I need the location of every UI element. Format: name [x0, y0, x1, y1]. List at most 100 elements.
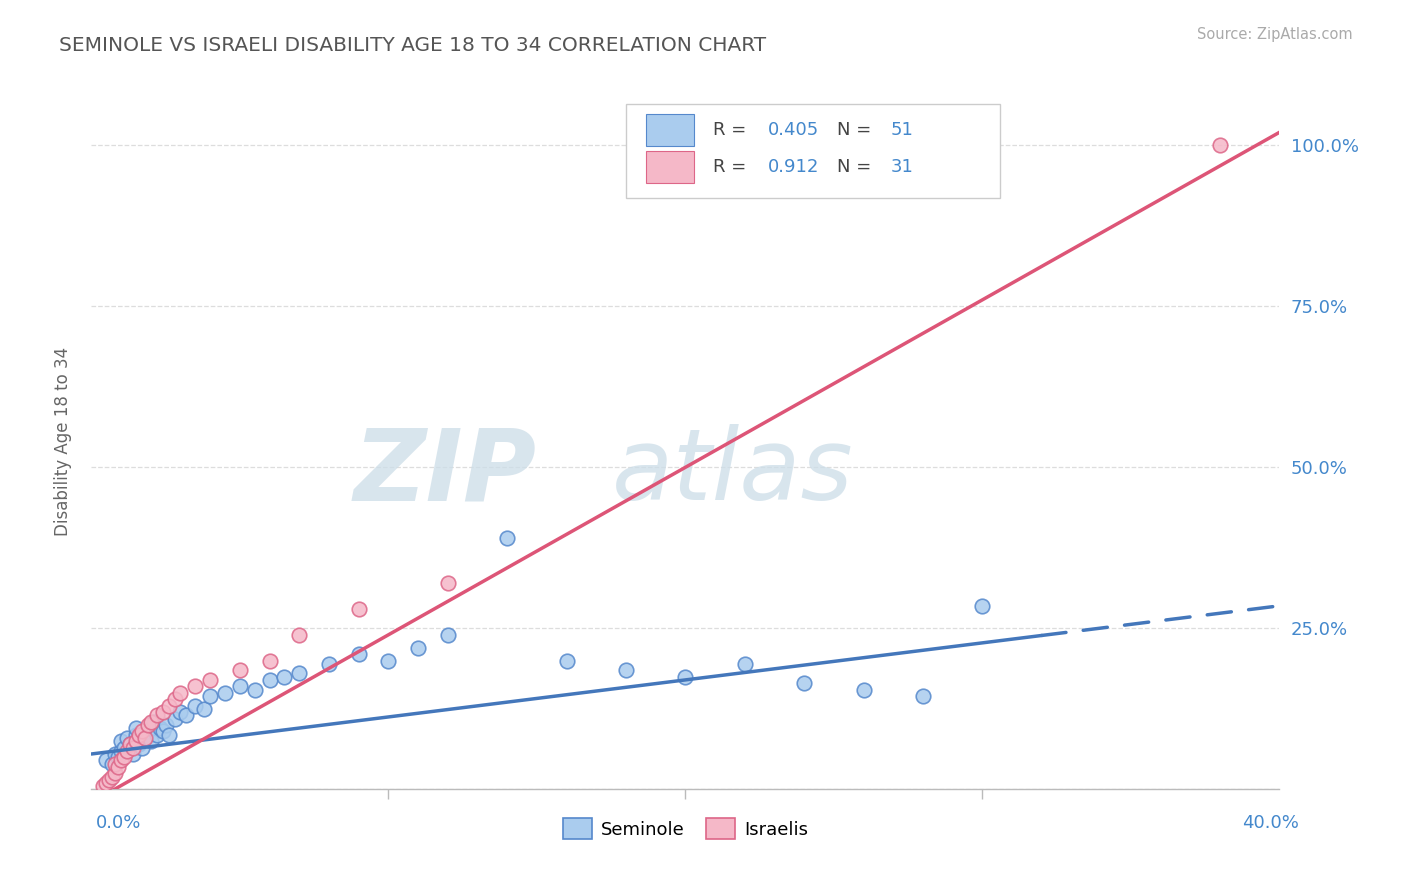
Point [122, 740, 145, 755]
Point [149, 721, 172, 735]
Point [273, 670, 295, 684]
Point [136, 724, 159, 739]
Point [347, 602, 370, 616]
Point [347, 647, 370, 661]
Point [1209, 138, 1232, 153]
Text: 0.912: 0.912 [768, 159, 818, 177]
Point [125, 721, 148, 735]
Point [125, 728, 148, 742]
Text: R =: R = [713, 159, 752, 177]
Point [911, 689, 934, 703]
Point [101, 770, 124, 784]
Point [229, 663, 252, 677]
Point [214, 686, 236, 700]
Point [193, 702, 215, 716]
Point [169, 705, 191, 719]
Point [118, 737, 141, 751]
Point [436, 576, 458, 591]
Text: N =: N = [838, 120, 877, 139]
Text: Source: ZipAtlas.com: Source: ZipAtlas.com [1197, 27, 1353, 42]
Point [136, 718, 159, 732]
Point [110, 734, 132, 748]
Point [614, 663, 637, 677]
Point [128, 728, 150, 742]
Point [134, 731, 156, 745]
Point [112, 750, 135, 764]
Text: 40.0%: 40.0% [1243, 814, 1299, 831]
Point [131, 740, 153, 755]
Point [142, 714, 165, 729]
Point [91, 779, 114, 793]
Point [555, 654, 578, 668]
Point [145, 728, 167, 742]
Point [169, 686, 191, 700]
Text: atlas: atlas [612, 425, 853, 521]
Point [128, 737, 150, 751]
Y-axis label: Disability Age 18 to 34: Disability Age 18 to 34 [53, 347, 72, 536]
Point [288, 666, 311, 681]
Text: 51: 51 [891, 120, 914, 139]
Point [673, 670, 696, 684]
Point [176, 708, 198, 723]
Point [118, 737, 141, 751]
Point [496, 531, 519, 545]
Point [98, 772, 121, 787]
Point [145, 708, 167, 723]
Point [200, 689, 222, 703]
Point [110, 744, 132, 758]
FancyBboxPatch shape [626, 104, 1000, 198]
FancyBboxPatch shape [647, 152, 693, 184]
Point [96, 753, 118, 767]
Point [110, 753, 132, 767]
Text: N =: N = [838, 159, 877, 177]
Point [131, 724, 153, 739]
Point [134, 731, 156, 745]
Point [139, 721, 162, 735]
Point [139, 714, 162, 729]
Point [152, 705, 174, 719]
Legend: Seminole, Israelis: Seminole, Israelis [555, 811, 815, 847]
Point [972, 599, 994, 613]
Point [406, 640, 429, 655]
Point [115, 744, 138, 758]
Point [104, 756, 127, 771]
Point [793, 676, 815, 690]
Point [200, 673, 222, 687]
Point [107, 750, 129, 764]
Text: 31: 31 [891, 159, 914, 177]
Point [157, 728, 180, 742]
Point [259, 654, 281, 668]
Point [436, 628, 458, 642]
Point [259, 673, 281, 687]
Point [163, 712, 186, 726]
Point [122, 747, 145, 761]
Point [377, 654, 399, 668]
Point [229, 679, 252, 693]
Text: R =: R = [713, 120, 752, 139]
Text: SEMINOLE VS ISRAELI DISABILITY AGE 18 TO 34 CORRELATION CHART: SEMINOLE VS ISRAELI DISABILITY AGE 18 TO… [59, 36, 766, 54]
FancyBboxPatch shape [647, 114, 693, 145]
Point [157, 698, 180, 713]
Point [104, 747, 127, 761]
Point [184, 698, 207, 713]
Point [155, 718, 177, 732]
Point [852, 682, 875, 697]
Point [96, 776, 118, 790]
Point [112, 740, 135, 755]
Point [734, 657, 756, 671]
Text: ZIP: ZIP [354, 425, 537, 521]
Point [101, 756, 124, 771]
Point [107, 760, 129, 774]
Point [139, 734, 162, 748]
Point [184, 679, 207, 693]
Point [163, 692, 186, 706]
Point [288, 628, 311, 642]
Point [125, 734, 148, 748]
Text: 0.405: 0.405 [768, 120, 818, 139]
Point [318, 657, 340, 671]
Point [152, 724, 174, 739]
Point [243, 682, 266, 697]
Point [104, 766, 127, 780]
Point [115, 731, 138, 745]
Text: 0.0%: 0.0% [96, 814, 141, 831]
